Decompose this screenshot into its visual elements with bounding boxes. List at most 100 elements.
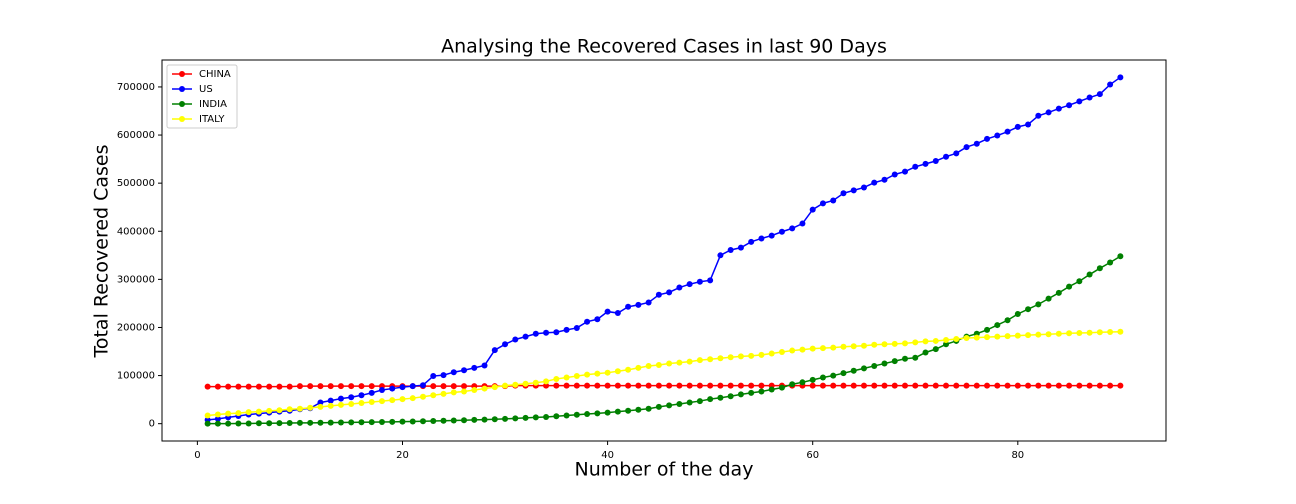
data-point	[235, 420, 242, 427]
data-point	[850, 343, 857, 350]
data-point	[573, 324, 580, 331]
data-point	[676, 284, 683, 291]
data-point	[932, 346, 939, 353]
data-point	[881, 176, 888, 183]
data-point	[1045, 331, 1052, 338]
data-point	[1025, 121, 1032, 128]
data-point	[296, 383, 303, 390]
data-point	[809, 345, 816, 352]
data-point	[296, 419, 303, 426]
x-tick-label: 40	[601, 450, 614, 461]
data-point	[522, 380, 529, 387]
data-point	[286, 383, 293, 390]
data-point	[553, 413, 560, 420]
data-point	[871, 341, 878, 348]
data-point	[717, 252, 724, 259]
data-point	[707, 396, 714, 403]
data-point	[655, 403, 662, 410]
data-point	[707, 277, 714, 284]
data-point	[984, 135, 991, 142]
data-point	[902, 168, 909, 175]
data-point	[830, 197, 837, 204]
data-point	[563, 326, 570, 333]
data-point	[532, 379, 539, 386]
data-point	[717, 382, 724, 389]
series-line	[207, 384, 1121, 388]
data-point	[553, 382, 560, 389]
data-point	[532, 330, 539, 337]
data-point	[440, 372, 447, 379]
data-point	[1066, 330, 1073, 337]
data-point	[686, 382, 693, 389]
data-point	[860, 365, 867, 372]
data-point	[891, 171, 898, 178]
data-point	[266, 383, 273, 390]
legend-marker	[179, 101, 185, 107]
data-point	[727, 247, 734, 254]
data-point	[737, 353, 744, 360]
data-point	[378, 418, 385, 425]
data-point	[1096, 382, 1103, 389]
data-point	[881, 360, 888, 367]
data-point	[1066, 102, 1073, 109]
data-point	[696, 382, 703, 389]
data-point	[522, 414, 529, 421]
data-point	[1055, 330, 1062, 337]
data-point	[1086, 271, 1093, 278]
data-point	[932, 158, 939, 165]
data-point	[737, 382, 744, 389]
data-point	[881, 341, 888, 348]
data-point	[543, 382, 550, 389]
y-tick-label: 300000	[117, 274, 155, 285]
data-point	[686, 399, 693, 406]
data-point	[1055, 105, 1062, 112]
data-point	[984, 334, 991, 341]
data-point	[419, 418, 426, 425]
data-point	[758, 382, 765, 389]
legend-label: CHINA	[199, 69, 231, 80]
data-point	[266, 420, 273, 427]
y-tick-label: 100000	[117, 371, 155, 382]
data-point	[973, 334, 980, 341]
data-point	[625, 303, 632, 310]
data-point	[1076, 382, 1083, 389]
y-tick-label: 200000	[117, 322, 155, 333]
data-point	[778, 349, 785, 356]
data-point	[461, 367, 468, 374]
y-axis-label: Total Recovered Cases	[91, 144, 113, 358]
data-point	[655, 361, 662, 368]
data-point	[635, 364, 642, 371]
data-point	[912, 354, 919, 361]
data-point	[399, 396, 406, 403]
data-point	[860, 382, 867, 389]
data-point	[255, 408, 262, 415]
data-point	[645, 362, 652, 369]
data-point	[461, 417, 468, 424]
data-point	[778, 384, 785, 391]
data-point	[932, 382, 939, 389]
data-point	[994, 333, 1001, 340]
data-point	[368, 399, 375, 406]
data-point	[1035, 382, 1042, 389]
data-point	[348, 394, 355, 401]
data-point	[717, 355, 724, 362]
data-point	[573, 373, 580, 380]
data-point	[502, 415, 509, 422]
data-point	[871, 382, 878, 389]
data-point	[327, 402, 334, 409]
data-point	[850, 382, 857, 389]
data-point	[973, 140, 980, 147]
data-point	[830, 372, 837, 379]
data-point	[676, 382, 683, 389]
data-point	[666, 382, 673, 389]
data-point	[994, 132, 1001, 139]
data-point	[573, 382, 580, 389]
data-point	[214, 420, 221, 427]
data-point	[686, 281, 693, 288]
data-point	[543, 329, 550, 336]
data-point	[625, 407, 632, 414]
data-point	[204, 383, 211, 390]
data-point	[225, 410, 232, 417]
x-tick-label: 60	[806, 450, 819, 461]
